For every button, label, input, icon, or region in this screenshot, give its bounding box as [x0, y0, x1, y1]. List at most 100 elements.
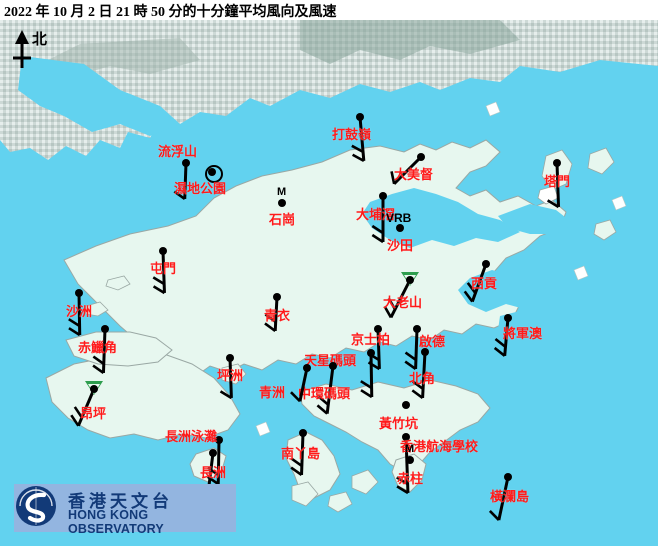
station-label: 將軍澳: [503, 326, 543, 341]
station-label: 長洲: [200, 465, 227, 480]
station-label: 香港航海學校: [400, 439, 479, 454]
wind-barb-icon: [70, 388, 96, 427]
station-label: 天星碼頭: [304, 353, 357, 368]
station-dot-icon: [483, 261, 489, 267]
station-dot-icon: [403, 434, 409, 440]
station-dot-icon: [216, 437, 222, 443]
station-dot-icon: [210, 450, 216, 456]
station-label: 京士柏: [351, 332, 391, 347]
wind-barb-icon: [351, 116, 366, 162]
southern-islet: [327, 491, 353, 513]
station-dot-icon: [91, 386, 97, 392]
station-dot-icon: [209, 169, 215, 175]
station-dot-icon: [505, 315, 511, 321]
wind-barb-icon: [383, 279, 412, 319]
station-label: 長洲泳灘: [165, 429, 218, 444]
wind-barb-icon: [463, 263, 488, 303]
sha-chau-island: [85, 301, 109, 317]
station-label: 坪洲: [217, 368, 244, 383]
station-label: 打鼓嶺: [332, 127, 372, 142]
station-label: 屯門: [150, 261, 177, 276]
station-dot-icon: [368, 350, 374, 356]
station-label: 黃竹坑: [379, 416, 419, 431]
station-dot-icon: [274, 294, 280, 300]
crooked-island: [587, 147, 615, 175]
hko-swirl-logo-icon: [16, 486, 56, 526]
station-label: 大美督: [394, 167, 434, 182]
eastern-islet-b: [537, 185, 559, 205]
wind-barb-icon: [360, 352, 374, 399]
tolo-harbour-water: [362, 188, 520, 248]
station-dot-icon: [330, 363, 336, 369]
mainland-china-shade: [300, 20, 520, 64]
station-label: 赤柱: [397, 471, 424, 486]
station-dot-icon: [422, 349, 428, 355]
wind-barb-icon: [264, 296, 279, 333]
wind-barb-icon: [488, 476, 510, 521]
wind-barb-icon: [68, 292, 82, 337]
station-ring-icon: [205, 165, 223, 183]
station-label: 大埔滘: [356, 207, 396, 222]
po-toi-island: [351, 469, 379, 495]
station-dot-icon: [407, 457, 413, 463]
station-dot-icon: [554, 160, 560, 166]
stanley-peninsula: [391, 453, 427, 493]
minor-reefs: [255, 101, 627, 437]
station-dot-icon: [304, 365, 310, 371]
eastern-islet-a: [593, 219, 617, 241]
north-arrow: 北: [6, 28, 66, 72]
chek-lap-kok-island: [65, 331, 173, 367]
station-dot-icon: [380, 193, 386, 199]
station-missing-flag: M: [277, 186, 287, 198]
wind-barb-icon: [404, 328, 419, 371]
port-shelter-water: [498, 310, 560, 342]
station-dot-icon: [397, 225, 403, 231]
station-dot-icon: [357, 114, 363, 120]
station-label: 赤鱲角: [78, 340, 118, 355]
station-label: 塔門: [544, 174, 571, 189]
station-missing-flag: M: [405, 443, 415, 455]
wind-barb-icon: [290, 367, 309, 403]
station-label: 中環碼頭: [298, 386, 351, 401]
station-dot-icon: [102, 326, 108, 332]
map-geometry: [0, 20, 658, 546]
wind-barb-icon: [152, 250, 166, 295]
station-dot-icon: [418, 154, 424, 160]
station-label: 青衣: [264, 308, 291, 323]
wind-barb-icon: [546, 162, 561, 209]
station-dot-icon: [403, 402, 409, 408]
wind-barb-icon: [390, 155, 423, 185]
wind-barb-icon: [219, 357, 233, 400]
map-canvas: 北 打鼓嶺流浮山濕地公園 M 石崗 大美督 塔門大埔滘 VRB 沙田屯門西貢沙洲 大老山青衣赤…: [0, 20, 658, 546]
station-label: 流浮山: [158, 144, 198, 159]
station-label: 昂坪: [80, 406, 107, 421]
station-label: 濕地公園: [174, 181, 227, 196]
wind-barb-icon: [316, 365, 335, 415]
north-label: 北: [32, 32, 48, 48]
title-bar: 2022 年 10 月 2 日 21 時 50 分的十分鐘平均風向及風速: [0, 0, 658, 20]
station-label: 南丫島: [281, 446, 321, 461]
station-label: 青洲: [259, 385, 286, 400]
station-variable-flag: VRB: [386, 211, 412, 225]
wind-barb-icon: [396, 436, 410, 495]
station-label: 啟德: [419, 334, 446, 349]
station-dot-icon: [375, 326, 381, 332]
station-dot-icon: [160, 248, 166, 254]
station-dot-icon: [76, 290, 82, 296]
wind-barb-icon: [92, 328, 107, 375]
station-dot-icon: [183, 160, 189, 166]
station-label: 沙田: [387, 238, 414, 253]
station-dot-icon: [227, 355, 233, 361]
station-label: 大老山: [383, 295, 423, 310]
tolo-channel-water: [498, 204, 574, 234]
station-label: 石崗: [269, 212, 296, 227]
station-dot-icon: [414, 326, 420, 332]
wind-barb-icon: [411, 351, 427, 399]
station-label: 北角: [409, 371, 436, 386]
logo-chinese-text: 香港天文台: [68, 492, 173, 511]
station-dot-icon: [505, 474, 511, 480]
station-label: 沙洲: [66, 304, 93, 319]
station-label: 西貢: [471, 276, 498, 291]
peng-chau-island: [221, 363, 247, 385]
